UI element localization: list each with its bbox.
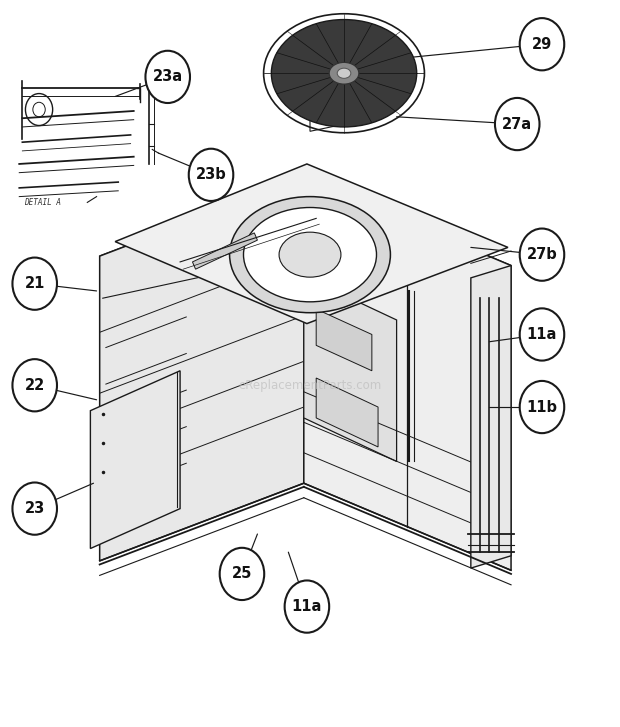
Ellipse shape <box>279 232 341 277</box>
Text: eReplacementParts.com: eReplacementParts.com <box>238 379 382 392</box>
Polygon shape <box>115 164 508 324</box>
Circle shape <box>146 51 190 103</box>
Text: 25: 25 <box>232 566 252 582</box>
Polygon shape <box>316 309 372 371</box>
Circle shape <box>520 18 564 71</box>
Text: 11a: 11a <box>527 327 557 342</box>
Circle shape <box>520 228 564 281</box>
Text: 22: 22 <box>25 378 45 393</box>
Text: 27a: 27a <box>502 116 533 132</box>
Polygon shape <box>304 178 511 570</box>
Circle shape <box>12 483 57 535</box>
Circle shape <box>285 580 329 632</box>
Circle shape <box>219 548 264 600</box>
Ellipse shape <box>337 68 351 79</box>
Circle shape <box>12 359 57 411</box>
Polygon shape <box>192 233 257 269</box>
Text: 11a: 11a <box>292 599 322 614</box>
Circle shape <box>520 381 564 433</box>
Text: 29: 29 <box>532 37 552 52</box>
Text: DETAIL A: DETAIL A <box>24 198 61 207</box>
Ellipse shape <box>244 207 376 302</box>
Ellipse shape <box>272 20 417 127</box>
Text: 21: 21 <box>25 276 45 292</box>
Ellipse shape <box>229 196 391 313</box>
Polygon shape <box>91 371 180 549</box>
Text: 27b: 27b <box>526 247 557 262</box>
Text: 11b: 11b <box>526 400 557 414</box>
Polygon shape <box>100 178 511 345</box>
Text: 23b: 23b <box>196 167 226 182</box>
Polygon shape <box>471 265 511 568</box>
Text: 23a: 23a <box>153 69 183 84</box>
Polygon shape <box>304 276 397 462</box>
Polygon shape <box>100 178 304 561</box>
Ellipse shape <box>329 63 359 84</box>
Circle shape <box>12 257 57 310</box>
Circle shape <box>495 98 539 150</box>
Text: 23: 23 <box>25 501 45 516</box>
Polygon shape <box>316 378 378 447</box>
Circle shape <box>520 308 564 361</box>
Circle shape <box>188 149 233 201</box>
